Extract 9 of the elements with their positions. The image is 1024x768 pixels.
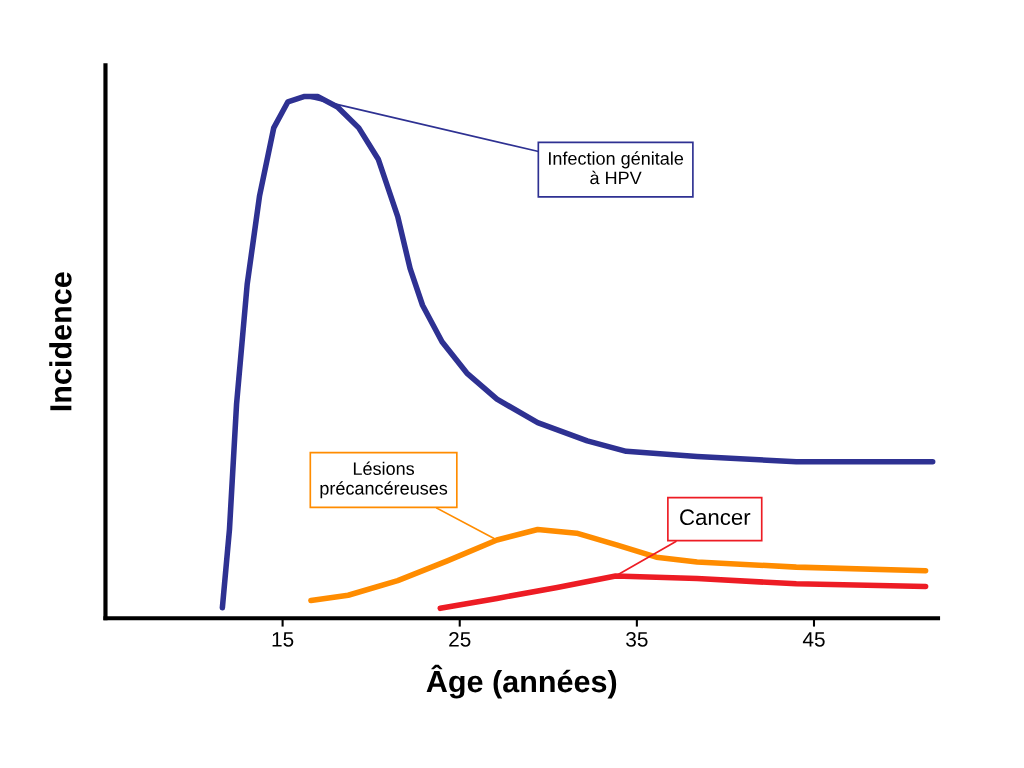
text: Lésions précancéreuses — [320, 461, 448, 499]
x-tick-label: 25 — [449, 631, 471, 647]
text: Cancer — [680, 509, 751, 526]
x-tick-label: 15 — [272, 632, 294, 647]
x-tick-label: 45 — [802, 632, 825, 647]
text: Infection génitale à HPV — [549, 151, 684, 185]
y-axis-title: Incidence — [49, 272, 72, 411]
x-tick-label: 35 — [626, 631, 648, 647]
x-axis-title: Âge (années) — [426, 664, 617, 699]
